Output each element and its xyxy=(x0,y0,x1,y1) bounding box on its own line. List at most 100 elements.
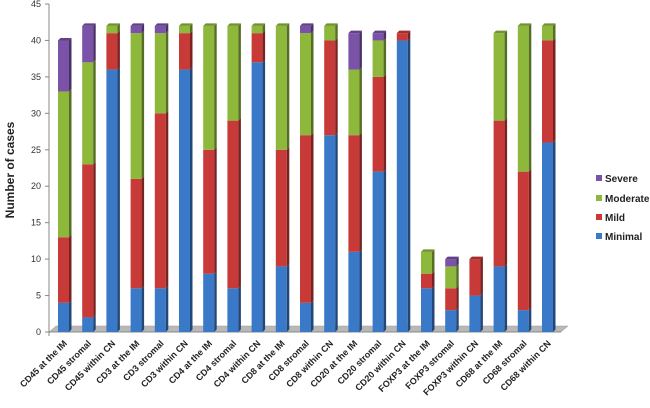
bar-segment-side xyxy=(383,37,387,77)
bar-top xyxy=(275,23,290,26)
bar-segment-mild xyxy=(372,76,384,172)
bar-segment-mild xyxy=(227,120,239,289)
bar-segment-minimal xyxy=(469,295,481,332)
bar-top xyxy=(179,23,193,26)
bar-segment-moderate xyxy=(179,25,190,34)
bar-segment-side xyxy=(93,23,96,63)
bar-stack xyxy=(203,23,217,332)
bar-segment-severe xyxy=(445,259,457,267)
bar-segment-mild xyxy=(469,259,481,296)
bar-segment-minimal xyxy=(82,317,94,332)
bar-segment-side xyxy=(93,161,96,318)
bar-segment-minimal xyxy=(203,273,215,332)
bar-segment-moderate xyxy=(58,91,69,238)
bar-stack xyxy=(227,23,241,332)
bar-segment-minimal xyxy=(493,266,505,332)
bar-segment-side xyxy=(141,285,145,332)
bar-segment-moderate xyxy=(106,25,118,34)
bar-segment-side xyxy=(407,30,411,41)
bar-segment-mild xyxy=(348,135,360,252)
bar-stack xyxy=(396,30,411,332)
bar-segment-minimal xyxy=(372,171,384,332)
bar-segment-side xyxy=(286,147,290,267)
bar-segment-side xyxy=(214,23,217,150)
bar-segment-minimal xyxy=(179,69,190,332)
bar-stack xyxy=(445,256,459,332)
bar-segment-side xyxy=(141,23,145,34)
bar-segment-side xyxy=(432,271,435,289)
bar-segment-side xyxy=(117,30,120,70)
bar-segment-mild xyxy=(324,40,336,136)
bar-segment-side xyxy=(528,169,532,311)
legend-label: Severe xyxy=(605,174,638,185)
bar-segment-mild xyxy=(251,33,263,63)
bar-segment-minimal xyxy=(421,288,432,332)
bar-segment-mild xyxy=(154,113,166,289)
bar-segment-side xyxy=(214,147,217,274)
bar-segment-mild xyxy=(130,178,142,289)
bar-segment-minimal xyxy=(130,288,142,332)
bar-segment-minimal xyxy=(300,302,311,332)
bar-segment-side xyxy=(262,23,266,34)
bar-stack xyxy=(130,23,145,332)
bar-segment-side xyxy=(286,23,290,150)
bar-stack xyxy=(348,30,362,332)
bar-segment-mild xyxy=(493,120,505,267)
bar-stack xyxy=(493,30,508,332)
bar-segment-mild xyxy=(58,237,69,303)
bar-segment-mild xyxy=(82,164,94,318)
bar-segment-mild xyxy=(421,273,432,289)
bar-segment-severe xyxy=(300,25,311,34)
bar-segment-side xyxy=(286,263,290,332)
bar-segment-mild xyxy=(179,33,190,70)
bar-top xyxy=(300,23,314,26)
legend-swatch xyxy=(596,175,602,181)
bar-segment-side xyxy=(141,30,145,179)
bar-segment-minimal xyxy=(227,288,239,332)
bar-segment-side xyxy=(335,37,338,136)
y-tick-label: 5 xyxy=(36,291,41,301)
bar-segment-side xyxy=(311,300,314,332)
bar-segment-minimal xyxy=(106,69,118,332)
bar-segment-side xyxy=(359,132,362,252)
bar-segment-side xyxy=(93,59,96,165)
bar-segment-mild xyxy=(445,288,457,311)
bar-segment-side xyxy=(383,30,387,41)
bar-segment-side xyxy=(238,23,241,121)
bar-top xyxy=(251,23,266,26)
y-tick-label: 20 xyxy=(31,181,41,191)
legend-item-moderate: Moderate xyxy=(596,194,650,205)
legend-item-mild: Mild xyxy=(596,213,625,224)
y-tick-label: 40 xyxy=(31,35,41,45)
bar-segment-side xyxy=(214,271,217,332)
bar-segment-side xyxy=(69,234,72,303)
bar-segment-side xyxy=(359,30,362,70)
bar-segment-side xyxy=(504,263,508,332)
bar-segment-minimal xyxy=(396,40,408,332)
bar-top xyxy=(493,30,508,34)
bar-stack xyxy=(154,23,169,332)
bar-segment-side xyxy=(480,256,483,296)
bar-segment-severe xyxy=(372,33,384,41)
bar-top xyxy=(372,30,387,34)
bar-segment-side xyxy=(190,23,193,34)
bar-segment-side xyxy=(69,88,72,238)
bar-segment-side xyxy=(528,307,532,332)
bar-stack xyxy=(58,37,72,332)
bar-stack xyxy=(517,23,532,332)
bar-segment-moderate xyxy=(130,33,142,179)
bar-top xyxy=(130,23,145,26)
bar-segment-side xyxy=(93,314,96,332)
bar-stack xyxy=(372,30,387,332)
bar-segment-side xyxy=(238,285,241,332)
bar-segment-minimal xyxy=(58,302,69,332)
bar-segment-moderate xyxy=(251,25,263,34)
bar-segment-severe xyxy=(154,25,166,34)
bar-segment-side xyxy=(165,110,169,289)
bar-segment-side xyxy=(359,67,362,136)
bar-segment-side xyxy=(311,30,314,136)
bar-segment-side xyxy=(432,285,435,332)
bar-segment-mild xyxy=(203,149,215,274)
bar-top xyxy=(396,30,411,34)
bar-stack xyxy=(542,23,556,332)
